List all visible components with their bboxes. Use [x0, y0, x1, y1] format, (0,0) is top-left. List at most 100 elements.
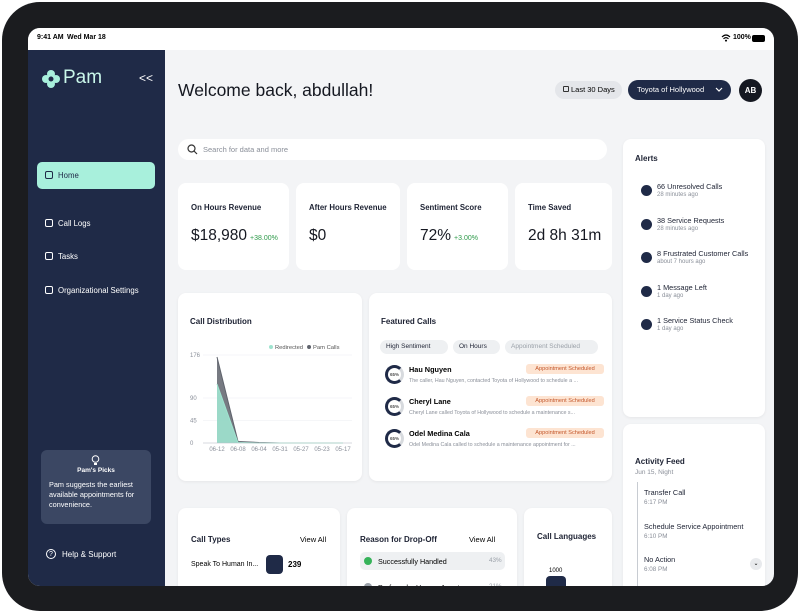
view-all-link[interactable]: View All	[469, 535, 496, 544]
feed-time: 6:08 PM	[644, 566, 668, 573]
alert-time: about 7 hours ago	[657, 259, 706, 265]
view-all-link[interactable]: View All	[300, 535, 327, 544]
y-tick-label: 90	[190, 396, 197, 402]
card-title: Featured Calls	[381, 317, 437, 326]
card-title: Alerts	[635, 154, 658, 163]
row-label: Speak To Human In...	[191, 561, 259, 568]
y-tick-label: 45	[190, 419, 197, 425]
row-label: Successfully Handled	[378, 557, 447, 566]
filter-pill[interactable]: High Sentiment	[380, 340, 448, 354]
date-range-button[interactable]: Last 30 Days	[555, 81, 622, 99]
status-pill: Appointment Scheduled	[526, 428, 604, 438]
caller-name: Cheryl Lane	[409, 397, 451, 406]
sidebar: Pam << Home Call Logs Tasks Organizational …	[28, 50, 165, 586]
kpi-value: $18,980	[191, 227, 248, 244]
call-summary: The caller, Hau Nguyen, contacted Toyota…	[409, 378, 578, 384]
legend-swatch	[307, 345, 312, 349]
dropoff-row: Successfully Handled 43%	[360, 552, 505, 570]
dealer-select[interactable]: Toyota of Hollywood	[628, 80, 731, 100]
wifi-icon	[721, 34, 731, 42]
alert-icon	[641, 218, 652, 230]
card-title: Reason for Drop-Off	[360, 535, 437, 544]
feed-title: Transfer Call	[644, 488, 686, 497]
row-bar	[266, 555, 283, 574]
picks-card: Pam's Picks Pam suggests the earliest av…	[41, 450, 151, 524]
alert-title: 38 Service Requests	[657, 215, 725, 225]
scroll-button[interactable]: ⌄	[750, 558, 762, 570]
nav-item[interactable]: Call Logs	[37, 210, 155, 237]
activity-feed-card: Activity Feed Jun 15, Night ⌄ Transfer C…	[623, 424, 765, 586]
row-share: 21%	[489, 583, 502, 586]
kpi-change: +38.00%	[250, 235, 278, 242]
help-link[interactable]: Help & Support	[62, 550, 117, 559]
card-title: Call Types	[191, 535, 231, 544]
kpi-value: 72%	[420, 227, 452, 244]
nav: Home Call Logs Tasks Organizational Setting…	[28, 50, 165, 350]
x-tick-label: 06-12	[209, 447, 225, 453]
nav-icon	[45, 286, 53, 294]
battery-level: 100%	[733, 34, 751, 41]
kpi-label: After Hours Revenue	[309, 203, 387, 212]
help-icon: ?	[46, 549, 56, 559]
kpi-card: On Hours Revenue $18,980 +38.00%	[178, 183, 289, 270]
row-count: 239	[288, 560, 302, 569]
area-fill	[217, 357, 343, 443]
feed-time: 6:17 PM	[644, 499, 668, 506]
nav-icon	[45, 252, 53, 260]
x-tick-label: 06-08	[230, 447, 246, 453]
x-tick-label: 05-31	[272, 447, 288, 453]
collapse-button[interactable]: <<	[139, 71, 154, 85]
search-box[interactable]: Search for data and more	[178, 139, 607, 160]
picks-title: Pam's Picks	[77, 467, 115, 474]
feed-group: Jun 15, Night	[635, 469, 674, 476]
row-icon	[364, 583, 372, 586]
nav-label: Home	[58, 171, 79, 180]
filter-pill[interactable]: Appointment Scheduled	[505, 340, 598, 354]
area-chart: 0 45 90 176 06-12 06-08 06-04 05-31 05-27 05-23 05…	[190, 345, 352, 453]
row-icon	[364, 557, 372, 565]
language-bar	[546, 576, 566, 586]
kpi-label: Time Saved	[528, 203, 572, 212]
call-summary: Cheryl Lane called Toyota of Hollywood t…	[409, 410, 575, 416]
avatar[interactable]: AB	[739, 79, 762, 102]
kpi-change: +3.00%	[454, 235, 478, 242]
legend-swatch	[269, 345, 273, 349]
alerts-card: Alerts 66 Unresolved Calls 28 minutes ago…	[623, 139, 765, 417]
nav-item[interactable]: Organizational Settings	[37, 277, 155, 304]
call-summary: Odel Medina Cala called to schedule a ma…	[409, 442, 576, 448]
featured-calls-card: Featured Calls High Sentiment On Hours App…	[369, 293, 612, 481]
dropoff-card: Reason for Drop-Off View All Successfull…	[347, 508, 517, 586]
nav-label: Call Logs	[58, 219, 91, 228]
area-fill	[217, 384, 343, 443]
filter-pill[interactable]: On Hours	[453, 340, 500, 354]
nav-item[interactable]: Tasks	[37, 243, 155, 270]
alert-title: 1 Service Status Check	[657, 316, 733, 325]
score-ring: 65%	[385, 429, 404, 448]
score-ring: 65%	[385, 365, 404, 384]
kpi-card: Sentiment Score 72% +3.00%	[407, 183, 508, 270]
legend-label: Pam Calls	[313, 345, 340, 351]
logo-icon	[42, 70, 60, 88]
picks-text: Pam suggests the earliest available appo…	[49, 480, 135, 509]
calendar-icon	[563, 86, 569, 92]
card-title: Call Distribution	[190, 317, 252, 326]
languages-card: Call Languages 1000	[524, 508, 612, 586]
kpi-label: Sentiment Score	[420, 203, 482, 212]
screen: 9:41 AM Wed Mar 18 100% Pam << Home Call …	[28, 28, 774, 586]
nav-item[interactable]: Home	[37, 162, 155, 189]
chevron	[715, 87, 723, 92]
axis-label: 1000	[549, 568, 563, 574]
feed-title: No Action	[644, 555, 676, 564]
caller-name: Odel Medina Cala	[409, 429, 470, 438]
kpi-value: 2d 8h 31m	[528, 227, 602, 244]
search-placeholder: Search for data and more	[203, 145, 289, 154]
timeline	[637, 482, 638, 586]
x-tick-label: 05-23	[314, 447, 330, 453]
legend-label: Redirected	[275, 345, 303, 351]
kpi-value: $0	[309, 227, 327, 244]
status-bar: 9:41 AM Wed Mar 18 100%	[28, 28, 774, 50]
bulb-icon	[91, 455, 100, 465]
kpi-card: Time Saved 2d 8h 31m	[515, 183, 612, 270]
nav-icon	[45, 219, 53, 227]
score-ring: 65%	[385, 397, 404, 416]
